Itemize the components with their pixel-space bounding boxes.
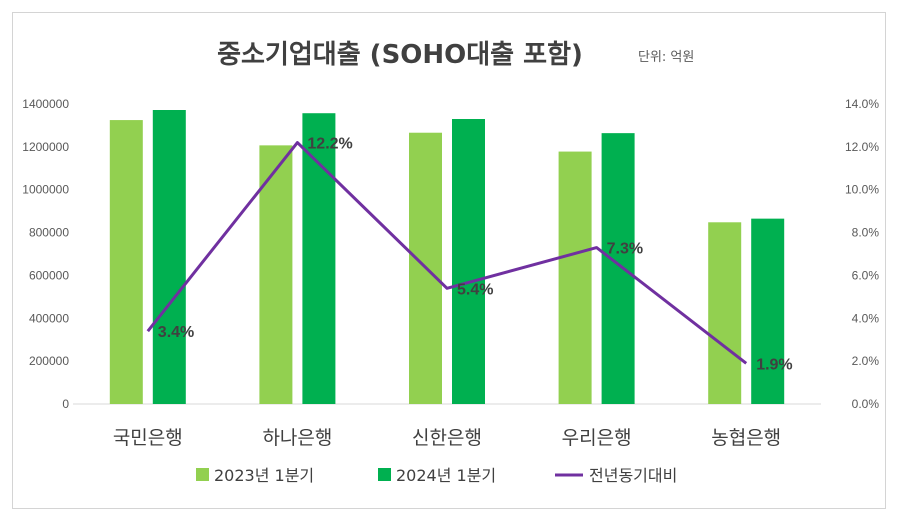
bar — [708, 222, 742, 404]
left-axis: 0 200000 400000 600000 800000 1000000 1200000 1… — [22, 97, 69, 411]
category-label: 우리은행 — [562, 427, 632, 449]
right-tick-label: 14.0% — [845, 97, 879, 111]
bar — [558, 151, 592, 404]
bar — [109, 120, 143, 405]
right-tick-label: 8.0% — [852, 226, 880, 240]
bar — [452, 119, 485, 404]
bar — [259, 145, 293, 404]
chart-title: 중소기업대출 (SOHO대출 포함) — [217, 40, 583, 70]
legend-swatch — [196, 468, 209, 481]
left-tick-label: 1200000 — [22, 140, 69, 154]
unit-note: 단위: 억원 — [638, 50, 694, 65]
legend-label: 2024년 1분기 — [396, 466, 496, 485]
left-tick-label: 400000 — [29, 311, 69, 325]
left-tick-label: 0 — [62, 397, 69, 411]
right-tick-label: 2.0% — [852, 354, 880, 368]
left-tick-label: 1400000 — [22, 97, 69, 111]
data-label: 12.2% — [307, 136, 352, 153]
legend-label: 2023년 1분기 — [214, 466, 314, 485]
legend-swatch — [378, 468, 391, 481]
left-tick-label: 600000 — [29, 268, 69, 282]
legend: 2023년 1분기 2024년 1분기 전년동기대비 — [196, 466, 677, 485]
chart-frame: 중소기업대출 (SOHO대출 포함) 단위: 억원 0 200000 400000 6… — [12, 12, 886, 509]
bar — [601, 133, 635, 404]
right-tick-label: 12.0% — [845, 140, 879, 154]
category-labels: 국민은행 하나은행 신한은행 우리은행 농협은행 — [113, 427, 781, 449]
legend-label: 전년동기대비 — [589, 466, 677, 485]
right-tick-label: 10.0% — [845, 183, 879, 197]
data-label: 5.4% — [457, 281, 493, 298]
category-label: 하나은행 — [262, 427, 332, 449]
data-label: 1.9% — [756, 356, 792, 373]
category-label: 농협은행 — [711, 427, 781, 449]
right-tick-label: 0.0% — [852, 397, 880, 411]
bar — [302, 113, 336, 404]
right-tick-label: 6.0% — [852, 268, 880, 282]
left-tick-label: 800000 — [29, 226, 69, 240]
right-tick-label: 4.0% — [852, 311, 880, 325]
bar — [152, 110, 186, 404]
combo-chart: 중소기업대출 (SOHO대출 포함) 단위: 억원 0 200000 400000 6… — [22, 40, 879, 485]
right-axis: 0.0% 2.0% 4.0% 6.0% 8.0% 10.0% 12.0% 14.0% — [845, 97, 879, 411]
bar — [751, 218, 785, 404]
left-tick-label: 200000 — [29, 354, 69, 368]
category-label: 신한은행 — [412, 427, 482, 449]
left-tick-label: 1000000 — [22, 183, 69, 197]
data-label: 3.4% — [158, 324, 194, 341]
yoy-line — [146, 141, 748, 365]
category-label: 국민은행 — [113, 427, 183, 449]
bar-series — [109, 110, 785, 405]
data-labels: 3.4% 12.2% 5.4% 7.3% 1.9% — [158, 136, 793, 374]
data-label: 7.3% — [607, 241, 643, 258]
